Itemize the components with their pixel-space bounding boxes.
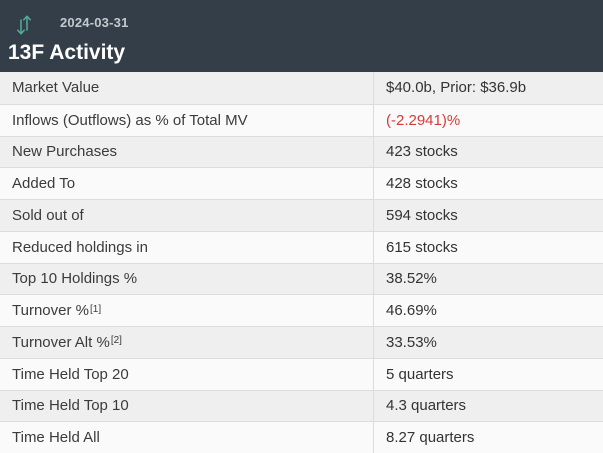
row-label: Turnover Alt % [2] — [0, 327, 374, 358]
table-row: Time Held All 8.27 quarters — [0, 421, 603, 453]
row-value: (-2.2941)% — [386, 111, 461, 129]
row-value: 5 quarters — [386, 365, 454, 383]
row-label: Inflows (Outflows) as % of Total MV — [0, 104, 374, 136]
table-row: New Purchases 423 stocks — [0, 135, 603, 168]
row-value: 4.3 quarters — [386, 397, 467, 415]
row-value: 423 stocks — [386, 143, 458, 161]
table-row: Turnover Alt % [2] 33.53% — [0, 326, 603, 358]
table-row: Time Held Top 10 4.3 quarters — [0, 389, 603, 422]
activity-table: Market Value $40.0b, Prior: $36.9b Inflows… — [0, 72, 603, 453]
row-value: 46.69% — [386, 302, 437, 320]
row-label: Reduced holdings in — [0, 231, 374, 263]
table-row: Market Value $40.0b, Prior: $36.9b — [0, 72, 603, 104]
table-row: Time Held Top 20 5 quarters — [0, 357, 603, 390]
row-label: Time Held Top 10 — [0, 390, 374, 422]
row-label: Sold out of — [0, 200, 374, 231]
table-row: Sold out of 594 stocks — [0, 199, 603, 231]
table-row: Turnover % [1] 46.69% — [0, 294, 603, 326]
table-row: Top 10 Holdings % 38.52% — [0, 262, 603, 295]
row-label: New Purchases — [0, 136, 374, 168]
up-down-arrows-icon — [17, 15, 31, 35]
row-value: 33.53% — [386, 333, 437, 351]
row-value: 594 stocks — [386, 206, 458, 224]
row-value: 428 stocks — [386, 175, 458, 193]
row-value: 615 stocks — [386, 238, 458, 256]
panel-header: 2024-03-31 13F Activity — [0, 0, 603, 72]
panel-title: 13F Activity — [8, 41, 126, 64]
row-label: Top 10 Holdings % — [0, 263, 374, 295]
row-label: Market Value — [0, 72, 374, 104]
table-row: Added To 428 stocks — [0, 167, 603, 199]
report-date: 2024-03-31 — [60, 15, 129, 30]
row-value: 38.52% — [386, 270, 437, 288]
row-label: Time Held All — [0, 422, 374, 453]
table-row: Reduced holdings in 615 stocks — [0, 230, 603, 263]
row-label: Added To — [0, 168, 374, 199]
row-label: Time Held Top 20 — [0, 358, 374, 390]
row-value: 8.27 quarters — [386, 429, 475, 447]
row-label: Turnover % [1] — [0, 295, 374, 326]
table-row: Inflows (Outflows) as % of Total MV (-2.2… — [0, 103, 603, 136]
row-value: $40.0b, Prior: $36.9b — [386, 79, 527, 97]
